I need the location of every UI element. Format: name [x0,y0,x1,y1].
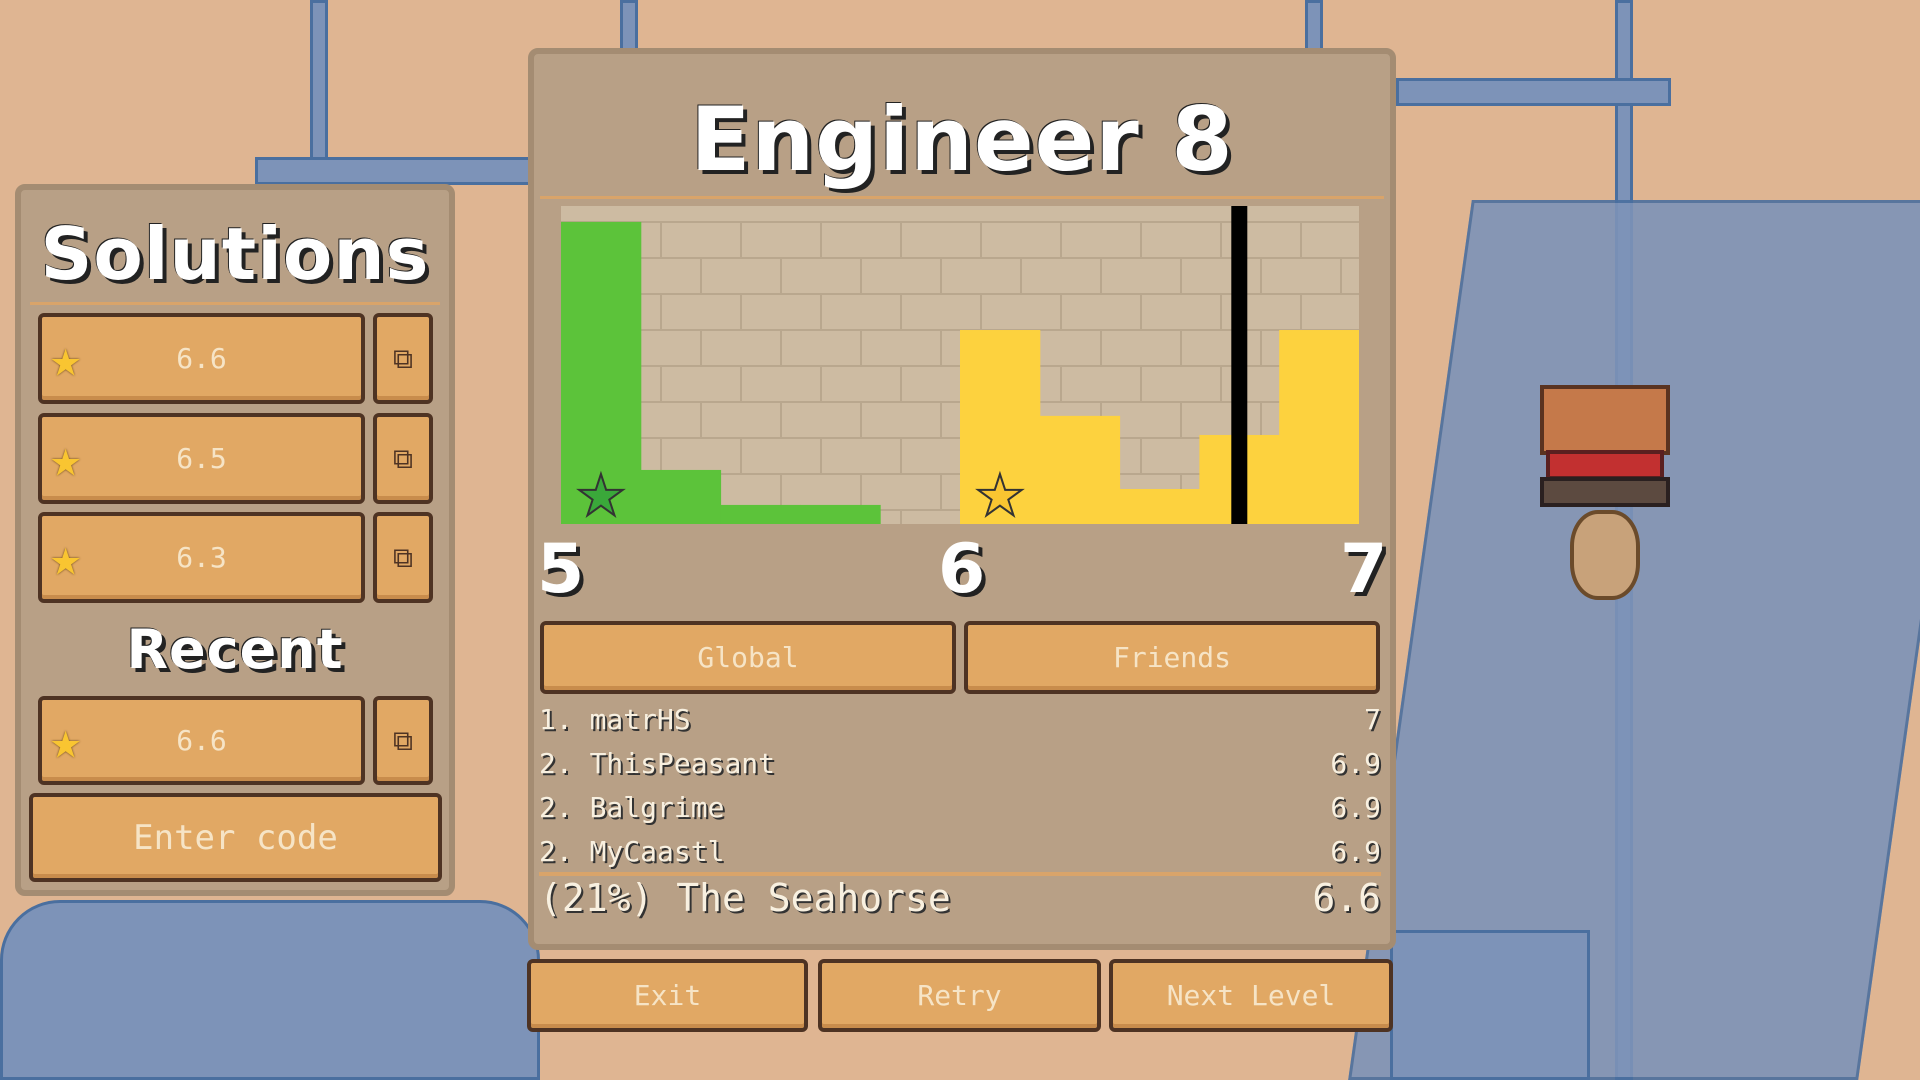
solution-score: 6.6 [176,342,227,375]
retry-button[interactable]: Retry [818,959,1101,1032]
solution-button[interactable]: ★ 6.5 [38,413,365,504]
leaderboard-row: 1. matrHS 7 [539,699,1381,739]
tab-friends[interactable]: Friends [964,621,1380,694]
score-marker [1231,206,1248,524]
histogram-bar [800,504,881,524]
star-icon: ★ [976,442,1024,524]
star-icon: ★ [50,710,82,771]
player-score: 6.9 [1330,746,1381,780]
star-icon: ★ [577,442,625,524]
character [1540,385,1670,600]
axis-tick-6: 6 [938,530,986,609]
tab-global[interactable]: Global [540,621,956,694]
player-score: 7 [1364,702,1381,736]
player-score: 6.9 [1330,834,1381,868]
divider [539,872,1381,876]
solution-score: 6.6 [176,724,227,757]
copy-button[interactable]: ⧉ [373,313,433,404]
player-name: 1. matrHS [539,702,691,736]
player-name: 2. ThisPeasant [539,746,776,780]
copy-icon: ⧉ [393,341,413,375]
copy-icon: ⧉ [393,540,413,574]
leaderboard-row: 2. ThisPeasant 6.9 [539,743,1381,783]
score-histogram: ★ ★ [561,206,1359,524]
histogram-bar [720,504,801,524]
background-beam [1396,78,1671,106]
solution-score: 6.3 [176,541,227,574]
copy-icon: ⧉ [393,441,413,475]
player-score: 6.9 [1330,790,1381,824]
divider [540,196,1384,199]
copy-button[interactable]: ⧉ [373,512,433,603]
axis-tick-7: 7 [1340,530,1388,609]
solutions-title: Solutions [40,212,430,296]
solution-score: 6.5 [176,442,227,475]
copy-button[interactable]: ⧉ [373,413,433,504]
solution-button[interactable]: ★ 6.3 [38,512,365,603]
background-rubble [1390,930,1590,1080]
histogram-bar [561,221,642,524]
copy-button[interactable]: ⧉ [373,696,433,785]
own-label: (21%) The Seahorse [539,876,951,920]
level-title: Engineer 8 [690,88,1234,191]
axis-tick-5: 5 [537,530,585,609]
leaderboard-row: 2. Balgrime 6.9 [539,787,1381,827]
histogram-bar [1039,415,1121,524]
player-name: 2. Balgrime [539,790,725,824]
histogram-bar [960,330,1041,524]
next-level-button[interactable]: Next Level [1109,959,1393,1032]
histogram-bar [640,469,722,524]
exit-button[interactable]: Exit [527,959,808,1032]
solution-button[interactable]: ★ 6.6 [38,313,365,404]
enter-code-button[interactable]: Enter code [29,793,442,882]
leaderboard-row: 2. MyCaastl 6.9 [539,831,1381,871]
divider [30,302,440,305]
star-icon: ★ [50,328,82,389]
star-icon: ★ [50,428,82,489]
recent-title: Recent [126,618,344,681]
recent-solution-button[interactable]: ★ 6.6 [38,696,365,785]
star-icon: ★ [50,527,82,588]
copy-icon: ⧉ [393,723,413,757]
background-beam [255,157,535,185]
own-score: 6.6 [1312,876,1381,920]
histogram-bar [1119,489,1200,524]
background-rubble [0,900,540,1080]
own-score-row: (21%) The Seahorse 6.6 [539,876,1381,920]
player-name: 2. MyCaastl [539,834,725,868]
histogram-bar [1279,330,1359,524]
